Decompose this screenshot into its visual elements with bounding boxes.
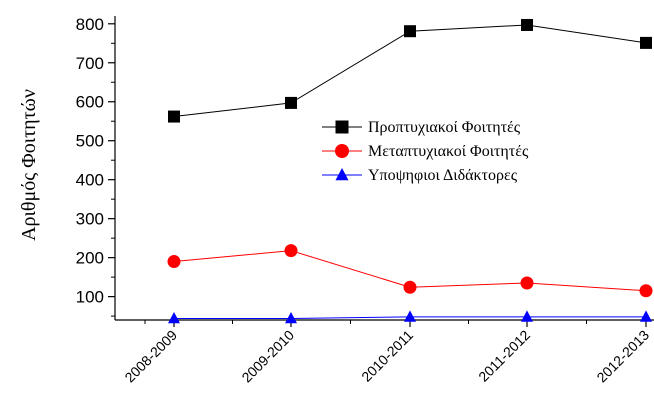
data-point xyxy=(639,284,653,298)
data-point xyxy=(521,18,533,31)
y-tick-label: 500 xyxy=(76,132,104,151)
plot-area: 100 200 300 400 500 600 700 800 2008-2009 2009-2… xyxy=(76,15,654,385)
y-axis-label: Αριθμός Φοιτητών xyxy=(18,89,40,241)
data-point xyxy=(404,310,416,322)
legend-item: Μεταπτυχιακοί Φοιτητές xyxy=(322,143,529,160)
x-tick-label: 2008-2009 xyxy=(121,327,180,386)
legend-marker xyxy=(335,120,349,134)
y-ticks: 100 200 300 400 500 600 700 800 xyxy=(76,15,115,317)
y-tick-label: 400 xyxy=(76,171,104,190)
y-tick-label: 600 xyxy=(76,93,104,112)
x-tick-label: 2009-2010 xyxy=(238,327,297,386)
legend: Προπτυχιακοί Φοιτητές Μεταπτυχιακοί Φοιτη… xyxy=(322,119,529,184)
legend-label: Προπτυχιακοί Φοιτητές xyxy=(368,119,521,136)
data-point xyxy=(403,280,417,294)
series-square xyxy=(168,18,652,123)
legend-marker xyxy=(335,167,349,181)
series-triangle xyxy=(168,310,652,324)
series-group xyxy=(167,18,653,324)
y-tick-label: 100 xyxy=(76,288,104,307)
data-point xyxy=(285,311,297,324)
legend-item: Υποψηφιοι Διδάκτορες xyxy=(322,167,518,184)
x-tick-label: 2012-2013 xyxy=(593,327,652,386)
legend-marker xyxy=(335,144,349,158)
legend-label: Υποψηφιοι Διδάκτορες xyxy=(368,167,518,184)
series-circle xyxy=(167,244,653,298)
data-point xyxy=(285,96,297,109)
data-point xyxy=(168,311,180,324)
y-tick-label: 300 xyxy=(76,210,104,229)
data-point xyxy=(640,36,652,49)
series-line xyxy=(173,24,647,118)
y-tick-label: 800 xyxy=(76,15,104,34)
y-tick-label: 200 xyxy=(76,249,104,268)
data-point xyxy=(640,310,652,322)
x-tick-label: 2010-2011 xyxy=(358,327,416,385)
y-tick-label: 700 xyxy=(76,54,104,73)
data-point xyxy=(520,276,534,290)
data-point xyxy=(284,244,298,258)
x-tick-label: 2011-2012 xyxy=(475,327,533,385)
legend-label: Μεταπτυχιακοί Φοιτητές xyxy=(368,143,529,160)
data-point xyxy=(168,110,180,123)
data-point xyxy=(521,310,533,322)
data-point xyxy=(167,255,181,269)
legend-item: Προπτυχιακοί Φοιτητές xyxy=(322,119,521,136)
x-ticks: 2008-2009 2009-2010 2010-2011 2011-2012 2012… xyxy=(121,320,652,385)
data-point xyxy=(404,25,416,38)
